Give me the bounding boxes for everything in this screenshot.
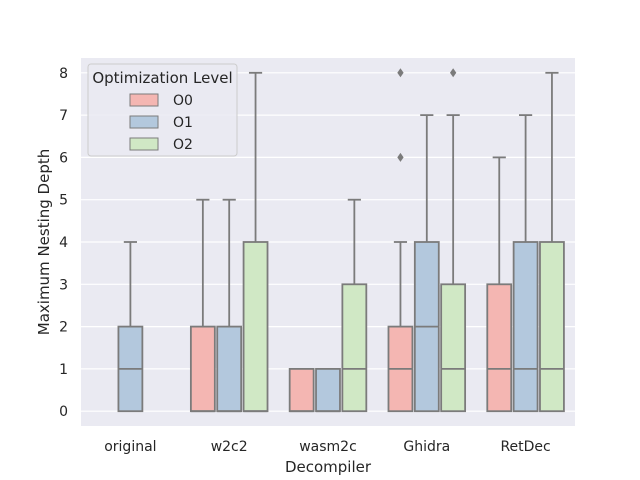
box-RetDec-O1 <box>512 114 539 413</box>
y-axis-label: Maximum Nesting Depth <box>35 149 53 335</box>
box-RetDec-O0 <box>486 156 513 413</box>
box-w2c2-O2 <box>242 71 269 413</box>
legend-label-O0: O0 <box>173 93 193 109</box>
x-tick-label: original <box>104 439 156 455</box>
x-tick-label: RetDec <box>500 439 550 455</box>
box <box>486 283 513 413</box>
box-wasm2c-O0 <box>288 367 315 413</box>
box <box>189 325 216 413</box>
legend-label-O2: O2 <box>173 137 193 153</box>
box-Ghidra-O0 <box>387 68 414 413</box>
box-wasm2c-O1 <box>315 367 341 413</box>
outlier-point <box>397 68 404 78</box>
y-tick-label: 1 <box>59 362 68 378</box>
legend-frame <box>87 63 238 157</box>
box <box>242 241 269 413</box>
legend: Optimization Level O0 O1 O2 <box>87 63 238 157</box>
box <box>341 283 368 413</box>
y-tick-label: 2 <box>59 320 68 336</box>
legend-title: Optimization Level <box>92 69 232 87</box>
x-tick-label: Ghidra <box>403 439 450 455</box>
x-tick-label: w2c2 <box>211 439 248 455</box>
legend-swatch-O2 <box>129 137 159 151</box>
box <box>315 367 341 413</box>
box-wasm2c-O2 <box>341 198 368 413</box>
y-tick-label: 7 <box>59 108 68 124</box>
y-tick-label: 3 <box>59 277 68 293</box>
y-axis-ticks: 0 1 2 3 4 5 6 7 8 <box>59 66 68 420</box>
y-tick-label: 5 <box>59 193 68 209</box>
x-tick-label: wasm2c <box>299 439 357 455</box>
legend-swatch-O0 <box>129 93 159 107</box>
legend-swatch-O1 <box>129 115 159 129</box>
box-original-O1 <box>117 241 144 413</box>
box <box>512 241 539 413</box>
box <box>288 367 315 413</box>
y-tick-label: 0 <box>59 404 68 420</box>
x-axis-label: Decompiler <box>285 458 372 476</box>
box-Ghidra-O1 <box>413 114 440 413</box>
box-Ghidra-O2 <box>440 68 467 413</box>
box <box>216 325 243 413</box>
box <box>539 241 565 413</box>
y-tick-label: 4 <box>59 235 68 251</box>
y-tick-label: 6 <box>59 150 68 166</box>
box-w2c2-O1 <box>216 198 243 413</box>
y-tick-label: 8 <box>59 66 68 82</box>
box-w2c2-O0 <box>189 198 216 413</box>
box-groups <box>117 68 565 413</box>
box-RetDec-O2 <box>539 71 565 413</box>
outlier-point <box>449 68 457 78</box>
box <box>440 283 467 413</box>
legend-label-O1: O1 <box>173 115 193 131</box>
x-axis-ticks: original w2c2 wasm2c Ghidra RetDec <box>104 439 551 455</box>
outlier-point <box>397 152 404 162</box>
